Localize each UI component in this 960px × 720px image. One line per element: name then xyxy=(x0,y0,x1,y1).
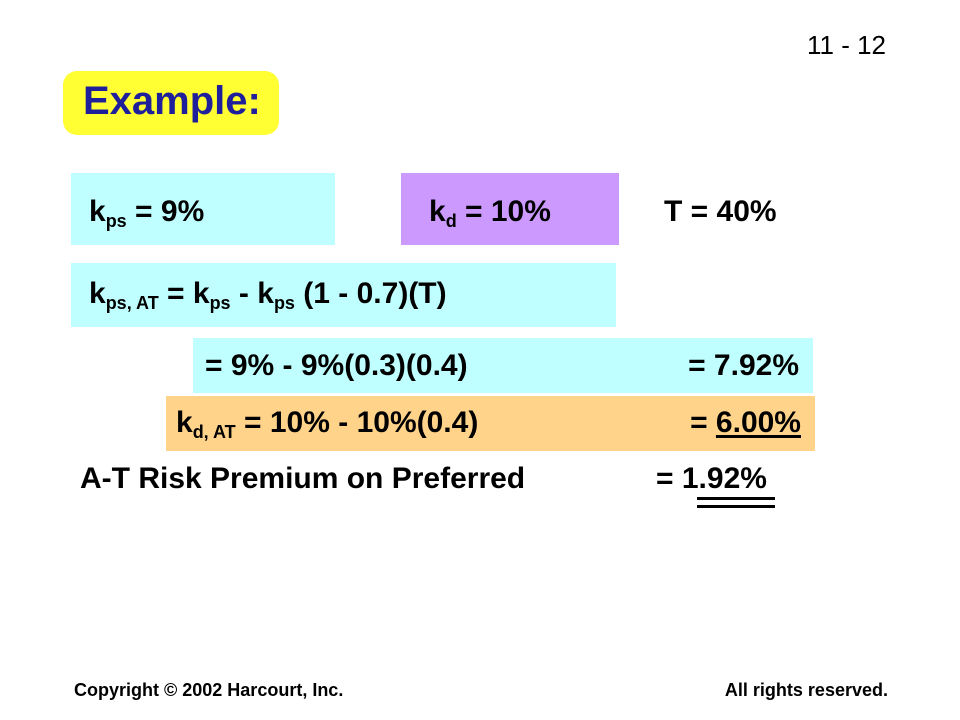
risk-premium-value: 1.92% xyxy=(681,462,767,495)
kps-at-calc-box: = 9% - 9%(0.3)(0.4) = 7.92% xyxy=(193,338,813,393)
slide-title: Example: xyxy=(83,79,261,123)
kd-formula: kd = 10% xyxy=(429,195,551,231)
kps-box: kps = 9% xyxy=(71,173,335,245)
kd-box: kd = 10% xyxy=(401,173,619,245)
slide-number: 11 - 12 xyxy=(806,30,886,60)
title-box: Example: xyxy=(63,71,279,135)
kps-formula: kps = 9% xyxy=(89,195,205,231)
risk-premium-result: = 1.92% xyxy=(656,462,767,495)
double-underline-top xyxy=(697,497,775,500)
kps-at-calc-result: = 7.92% xyxy=(688,349,799,382)
kps-at-formula: kps, AT = kps - kps (1 - 0.7)(T) xyxy=(89,277,447,313)
footer-rights: All rights reserved. xyxy=(724,680,888,700)
kd-at-calc-expression: kd, AT = 10% - 10%(0.4) xyxy=(176,406,479,442)
risk-premium-label: A-T Risk Premium on Preferred xyxy=(80,462,526,495)
kd-at-calc-box: kd, AT = 10% - 10%(0.4) = 6.00% xyxy=(166,396,815,451)
kps-at-formula-box: kps, AT = kps - kps (1 - 0.7)(T) xyxy=(71,263,616,327)
footer-copyright: Copyright © 2002 Harcourt, Inc. xyxy=(74,680,344,700)
kd-at-calc-result: = 6.00% xyxy=(690,406,801,439)
tax-rate: T = 40% xyxy=(664,195,777,228)
kps-at-calc-expression: = 9% - 9%(0.3)(0.4) xyxy=(205,349,468,382)
double-underline-bottom xyxy=(697,505,775,508)
